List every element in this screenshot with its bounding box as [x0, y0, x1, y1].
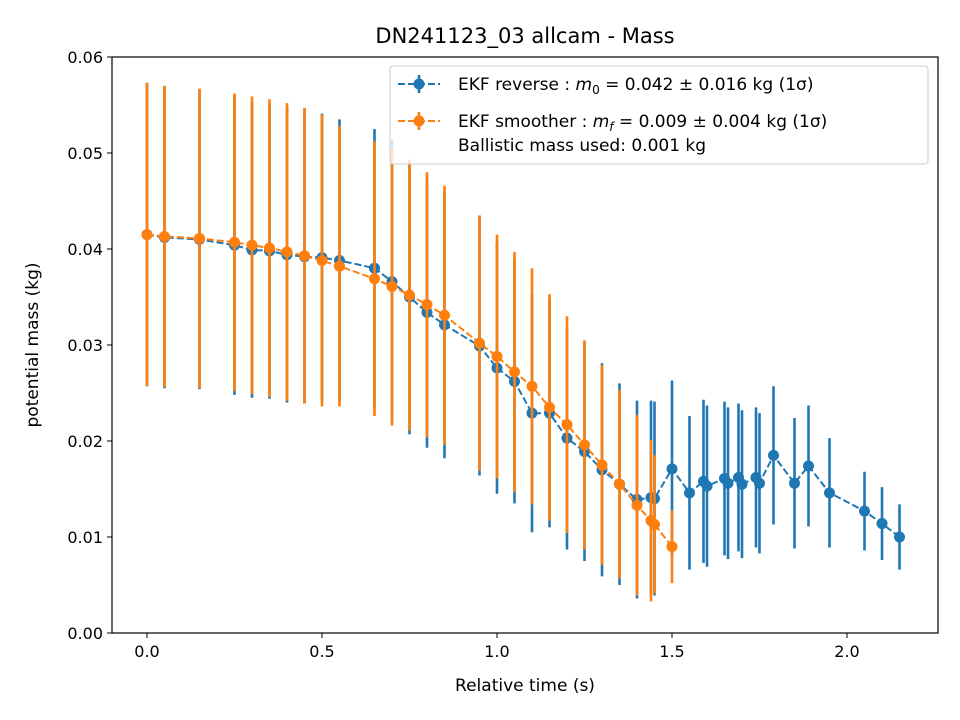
data-point: [684, 487, 695, 499]
x-axis: 0.0 0.5 1.0 1.5 2.0: [134, 633, 860, 661]
legend-box: [389, 65, 929, 165]
data-point: [701, 480, 713, 492]
data-point: [876, 518, 888, 530]
data-point: [421, 299, 433, 311]
data-point: [474, 337, 485, 349]
data-point: [614, 478, 625, 490]
data-point: [666, 541, 678, 553]
data-point: [159, 231, 170, 243]
chart-title: DN241123_03 allcam - Mass: [375, 24, 674, 49]
y-tick-label: 0.06: [67, 48, 103, 67]
y-tick-label: 0.01: [67, 528, 103, 547]
data-point: [824, 487, 835, 499]
legend-entry: EKF reverse : m0 = 0.042 ± 0.016 kg (1σ): [398, 75, 813, 97]
x-tick-label: 0.5: [309, 642, 334, 661]
x-axis-label: Relative time (s): [455, 676, 595, 696]
data-point: [544, 401, 555, 413]
y-tick-label: 0.05: [67, 144, 103, 163]
x-tick-label: 2.0: [834, 642, 859, 661]
data-point: [299, 250, 310, 262]
data-point: [722, 477, 734, 489]
data-point: [491, 351, 503, 363]
data-point: [229, 236, 240, 248]
legend: EKF reverse : m0 = 0.042 ± 0.016 kg (1σ)…: [389, 65, 929, 165]
y-tick-label: 0.00: [67, 624, 103, 643]
data-point: [768, 449, 779, 461]
data-point: [561, 419, 573, 431]
data-point: [386, 280, 398, 292]
data-point: [579, 439, 590, 451]
data-point: [281, 246, 293, 258]
data-point: [736, 478, 748, 490]
x-tick-label: 1.5: [659, 642, 684, 661]
data-point: [859, 505, 870, 517]
data-point: [439, 309, 450, 321]
plot-area: [141, 82, 905, 602]
data-point: [631, 499, 643, 511]
data-point: [596, 459, 608, 471]
legend-marker: [413, 115, 425, 127]
data-point: [316, 255, 328, 267]
series-line: [146, 233, 673, 548]
data-point: [264, 242, 275, 254]
data-point: [894, 531, 905, 543]
legend-extra-text: Ballistic mass used: 0.001 kg: [458, 136, 706, 156]
data-point: [526, 380, 538, 392]
y-tick-label: 0.03: [67, 336, 103, 355]
legend-entry: EKF smoother : mf = 0.009 ± 0.004 kg (1σ…: [398, 112, 827, 134]
data-point: [246, 239, 258, 251]
data-point: [754, 477, 765, 489]
data-point: [649, 519, 660, 531]
legend-marker: [413, 78, 425, 90]
data-point: [369, 273, 380, 285]
legend-label: EKF smoother : mf = 0.009 ± 0.004 kg (1σ…: [458, 112, 827, 134]
y-axis: 0.00 0.01 0.02 0.03 0.04 0.05 0.06: [67, 48, 112, 643]
series-ekf-smoother: [141, 82, 678, 602]
data-point: [666, 463, 678, 475]
data-point: [404, 289, 415, 301]
y-tick-label: 0.02: [67, 432, 103, 451]
data-point: [789, 477, 800, 489]
data-point: [194, 232, 205, 244]
data-point: [141, 229, 153, 241]
y-axis-label: potential mass (kg): [23, 262, 43, 427]
y-tick-label: 0.04: [67, 240, 103, 259]
data-point: [509, 366, 520, 378]
x-tick-label: 1.0: [484, 642, 509, 661]
data-point: [334, 260, 345, 272]
legend-label: EKF reverse : m0 = 0.042 ± 0.016 kg (1σ): [458, 75, 813, 97]
x-tick-label: 0.0: [134, 642, 159, 661]
data-point: [803, 460, 814, 472]
